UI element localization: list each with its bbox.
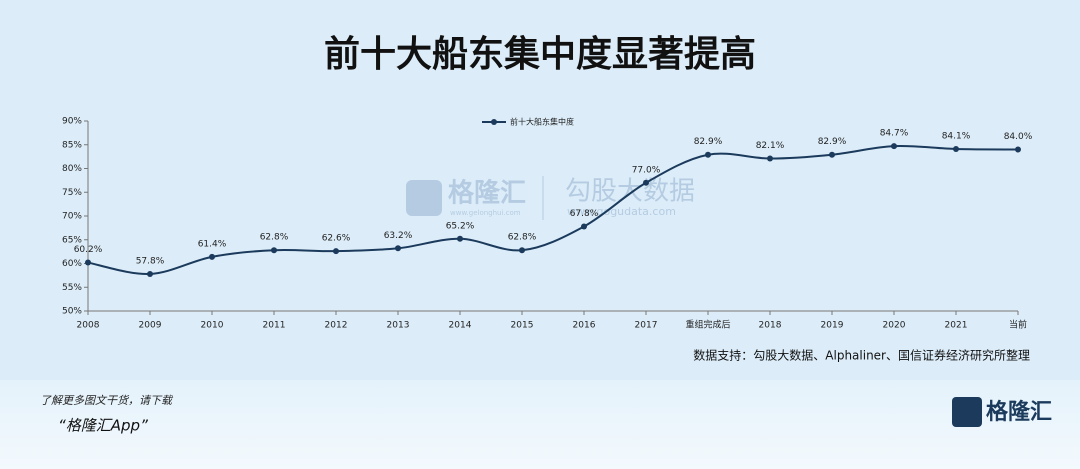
data-label: 63.2%: [384, 231, 413, 241]
data-label: 82.1%: [756, 141, 785, 151]
watermark: 格隆汇 www.gelonghui.com 勾股大数据 www.gogudata…: [406, 176, 695, 220]
data-label: 77.0%: [632, 165, 661, 175]
watermark-site: www.gelonghui.com: [450, 209, 521, 217]
x-tick-label: 当前: [1009, 319, 1027, 331]
legend-marker: [491, 119, 497, 125]
y-tick-label: 75%: [62, 188, 82, 198]
point: [271, 247, 277, 254]
y-tick-label: 60%: [62, 259, 82, 269]
point: [457, 235, 463, 242]
data-label: 57.8%: [136, 256, 165, 266]
point: [891, 143, 897, 150]
x-tick-label: 2009: [139, 321, 162, 331]
point: [519, 247, 525, 254]
data-label: 61.4%: [198, 239, 227, 249]
data-label: 82.9%: [818, 137, 847, 147]
x-tick-label: 2019: [821, 321, 844, 331]
data-label: 60.2%: [74, 245, 103, 255]
data-label: 84.0%: [1004, 132, 1033, 142]
x-tick-label: 重组完成后: [685, 319, 730, 331]
chart-title: 前十大船东集中度显著提高: [324, 34, 756, 75]
legend-label: 前十大船东集中度: [510, 117, 574, 127]
point: [1015, 146, 1021, 153]
x-tick-label: 2016: [573, 321, 596, 331]
point: [953, 146, 959, 153]
y-tick-label: 85%: [62, 140, 82, 150]
logo-icon: [952, 397, 982, 427]
logo-text: 格隆汇: [986, 399, 1052, 425]
x-tick-label: 2021: [945, 321, 968, 331]
data-label: 62.6%: [322, 234, 351, 244]
x-tick-label: 2013: [387, 321, 410, 331]
point: [705, 151, 711, 158]
y-tick-label: 70%: [62, 212, 82, 222]
x-tick-label: 2020: [883, 321, 906, 331]
watermark-site2: www.gogudata.com: [567, 205, 676, 218]
footer-prompt: 了解更多图文干货，请下载: [40, 394, 174, 407]
watermark-icon: [406, 180, 442, 216]
data-label: 82.9%: [694, 137, 723, 147]
watermark-brand2: 勾股大数据: [565, 177, 695, 207]
point: [581, 223, 587, 230]
data-label: 65.2%: [446, 221, 475, 231]
x-tick-label: 2012: [325, 321, 348, 331]
data-label: 62.8%: [508, 233, 537, 243]
data-label: 62.8%: [260, 233, 289, 243]
series-line: [87, 145, 1019, 275]
point: [829, 151, 835, 158]
watermark-brand: 格隆汇: [448, 178, 526, 209]
data-label: 67.8%: [570, 209, 599, 219]
point: [147, 270, 153, 277]
point: [643, 179, 649, 186]
footer-app: “格隆汇App”: [58, 417, 148, 435]
point: [395, 245, 401, 252]
x-tick-label: 2014: [449, 321, 472, 331]
x-tick-label: 2017: [635, 321, 658, 331]
x-tick-label: 2008: [77, 321, 100, 331]
data-label: 84.1%: [942, 132, 971, 142]
source-note: 数据支持：勾股大数据、Alphaliner、国信证券经济研究所整理: [693, 348, 1030, 363]
y-tick-label: 55%: [62, 283, 82, 293]
x-tick-label: 2010: [201, 321, 224, 331]
x-tick-label: 2011: [263, 321, 286, 331]
data-label: 84.7%: [880, 129, 909, 139]
x-tick-label: 2018: [759, 321, 782, 331]
point: [85, 259, 91, 266]
y-tick-label: 65%: [62, 235, 82, 245]
point: [209, 253, 215, 260]
point: [333, 248, 339, 255]
y-tick-label: 80%: [62, 164, 82, 174]
footer-band: [0, 380, 1080, 469]
y-tick-label: 50%: [62, 307, 82, 317]
point: [767, 155, 773, 162]
y-tick-label: 90%: [62, 117, 82, 127]
x-tick-label: 2015: [511, 321, 534, 331]
